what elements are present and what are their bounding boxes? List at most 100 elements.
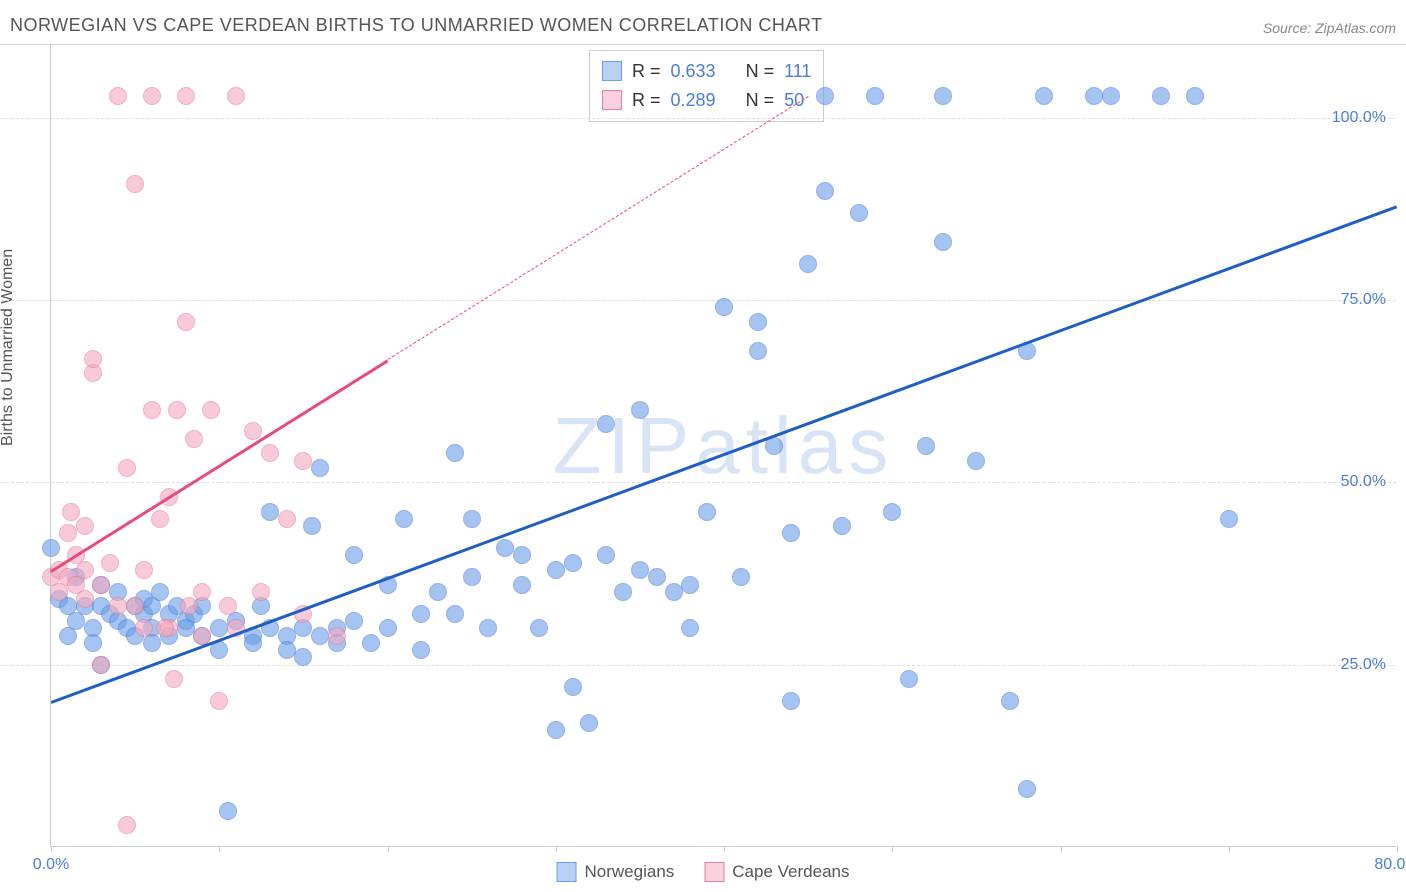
data-point	[900, 670, 918, 688]
data-point	[917, 437, 935, 455]
legend-label: Cape Verdeans	[732, 862, 849, 882]
data-point	[934, 233, 952, 251]
data-point	[665, 583, 683, 601]
data-point	[151, 510, 169, 528]
data-point	[294, 452, 312, 470]
x-tick-mark	[892, 846, 893, 852]
data-point	[648, 568, 666, 586]
stats-row: R =0.633N =111	[602, 57, 811, 86]
gridline	[1, 482, 1396, 483]
data-point	[210, 619, 228, 637]
data-point	[311, 627, 329, 645]
trend-line-extrapolated	[387, 96, 808, 360]
data-point	[244, 422, 262, 440]
scatter-chart: ZIPatlas R =0.633N =111R =0.289N =50 25.…	[50, 45, 1396, 847]
data-point	[345, 546, 363, 564]
data-point	[883, 503, 901, 521]
data-point	[126, 597, 144, 615]
data-point	[151, 583, 169, 601]
data-point	[1220, 510, 1238, 528]
series-legend: Norwegians Cape Verdeans	[557, 862, 850, 882]
y-tick-label: 25.0%	[1341, 656, 1386, 674]
data-point	[118, 816, 136, 834]
data-point	[126, 175, 144, 193]
x-tick-mark	[1229, 846, 1230, 852]
trend-line	[51, 205, 1398, 703]
data-point	[765, 437, 783, 455]
data-point	[496, 539, 514, 557]
data-point	[278, 641, 296, 659]
data-point	[446, 605, 464, 623]
data-point	[564, 554, 582, 572]
data-point	[135, 619, 153, 637]
data-point	[42, 539, 60, 557]
data-point	[749, 313, 767, 331]
data-point	[261, 444, 279, 462]
data-point	[597, 546, 615, 564]
data-point	[866, 87, 884, 105]
data-point	[328, 627, 346, 645]
data-point	[345, 612, 363, 630]
data-point	[1085, 87, 1103, 105]
r-value: 0.289	[671, 86, 716, 115]
x-tick-mark	[1061, 846, 1062, 852]
data-point	[782, 692, 800, 710]
trend-line	[50, 360, 388, 573]
data-point	[463, 510, 481, 528]
data-point	[219, 802, 237, 820]
data-point	[412, 641, 430, 659]
data-point	[143, 87, 161, 105]
legend-item: Norwegians	[557, 862, 675, 882]
data-point	[597, 415, 615, 433]
stats-legend-box: R =0.633N =111R =0.289N =50	[589, 50, 824, 122]
data-point	[513, 576, 531, 594]
data-point	[261, 503, 279, 521]
data-point	[177, 313, 195, 331]
data-point	[135, 561, 153, 579]
data-point	[76, 561, 94, 579]
data-point	[547, 721, 565, 739]
data-point	[101, 554, 119, 572]
data-point	[219, 597, 237, 615]
data-point	[202, 401, 220, 419]
chart-title: NORWEGIAN VS CAPE VERDEAN BIRTHS TO UNMA…	[10, 15, 823, 36]
x-tick-mark	[219, 846, 220, 852]
legend-item: Cape Verdeans	[704, 862, 849, 882]
data-point	[177, 87, 195, 105]
data-point	[109, 597, 127, 615]
data-point	[850, 204, 868, 222]
x-tick-mark	[51, 846, 52, 852]
x-tick-mark	[388, 846, 389, 852]
x-tick-mark	[556, 846, 557, 852]
data-point	[156, 619, 174, 637]
data-point	[715, 298, 733, 316]
data-point	[681, 576, 699, 594]
n-value: 111	[784, 57, 811, 86]
data-point	[934, 87, 952, 105]
data-point	[564, 678, 582, 696]
data-point	[210, 692, 228, 710]
data-point	[833, 517, 851, 535]
data-point	[698, 503, 716, 521]
data-point	[168, 401, 186, 419]
data-point	[252, 583, 270, 601]
data-point	[547, 561, 565, 579]
y-tick-label: 75.0%	[1341, 291, 1386, 309]
data-point	[165, 670, 183, 688]
data-point	[631, 561, 649, 579]
y-tick-label: 100.0%	[1332, 109, 1386, 127]
r-label: R =	[632, 86, 661, 115]
data-point	[1186, 87, 1204, 105]
data-point	[631, 401, 649, 419]
source-attribution: Source: ZipAtlas.com	[1263, 20, 1396, 36]
data-point	[62, 503, 80, 521]
data-point	[1102, 87, 1120, 105]
data-point	[412, 605, 430, 623]
legend-swatch	[704, 862, 724, 882]
data-point	[479, 619, 497, 637]
y-tick-label: 50.0%	[1341, 473, 1386, 491]
y-axis-label: Births to Unmarried Women	[0, 249, 17, 446]
data-point	[118, 459, 136, 477]
data-point	[967, 452, 985, 470]
gridline	[1, 300, 1396, 301]
